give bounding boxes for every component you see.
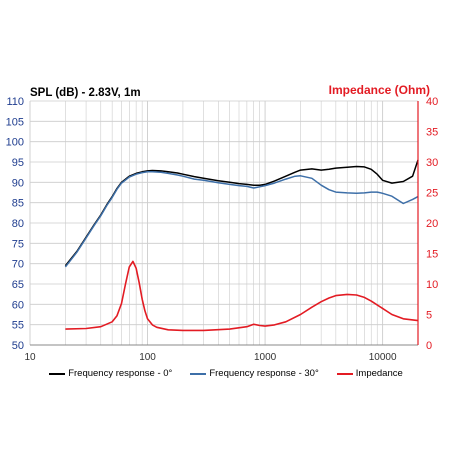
legend-swatch-30deg xyxy=(190,372,207,375)
y-tick-label: 105 xyxy=(6,116,24,128)
series-line-0 xyxy=(64,159,419,267)
legend-swatch-0deg xyxy=(49,372,66,375)
legend: Frequency response - 0° Frequency respon… xyxy=(0,368,452,379)
x-tick-label: 10 xyxy=(24,352,36,363)
y-tick-label: 85 xyxy=(12,198,24,210)
y2-tick-label: 20 xyxy=(426,218,438,230)
right-axis-title: Impedance (Ohm) xyxy=(328,83,430,97)
x-tick-label: 100 xyxy=(139,352,156,363)
legend-item-impedance: Impedance xyxy=(336,368,403,379)
series-line-1 xyxy=(64,171,419,268)
y-tick-label: 95 xyxy=(12,157,24,169)
y2-tick-label: 35 xyxy=(426,127,438,139)
y-tick-label: 100 xyxy=(6,137,24,149)
y-tick-label: 60 xyxy=(12,299,24,311)
y2-tick-label: 40 xyxy=(426,96,438,108)
legend-item-30deg: Frequency response - 30° xyxy=(190,368,319,379)
x-tick-label: 1000 xyxy=(254,352,277,363)
legend-item-0deg: Frequency response - 0° xyxy=(49,368,172,379)
legend-swatch-impedance xyxy=(336,372,353,375)
y-tick-label: 65 xyxy=(12,279,24,291)
y2-tick-label: 5 xyxy=(426,310,432,322)
y-tick-label: 90 xyxy=(12,177,24,189)
series-group xyxy=(64,159,419,332)
y-tick-label: 50 xyxy=(12,340,24,352)
y-tick-label: 70 xyxy=(12,259,24,271)
y-tick-label: 75 xyxy=(12,238,24,250)
y2-tick-label: 10 xyxy=(426,279,438,291)
y-tick-label: 55 xyxy=(12,320,24,332)
y-tick-label: 80 xyxy=(12,218,24,230)
legend-label-30deg: Frequency response - 30° xyxy=(209,368,319,379)
y-tick-label: 110 xyxy=(6,96,24,108)
axes: 50 55 60 65 70 75 80 85 90 95 100 105 110 0 5 10 15 20 25 3… xyxy=(6,96,439,363)
grid xyxy=(29,100,419,346)
y2-tick-label: 15 xyxy=(426,249,438,261)
left-axis-title: SPL (dB) - 2.83V, 1m xyxy=(30,87,141,99)
y2-tick-label: 30 xyxy=(426,157,438,169)
legend-label-0deg: Frequency response - 0° xyxy=(68,368,173,379)
series-line-2 xyxy=(65,260,419,332)
legend-label-impedance: Impedance xyxy=(355,368,403,379)
y2-tick-label: 0 xyxy=(426,340,432,352)
y2-tick-label: 25 xyxy=(426,188,438,200)
x-tick-label: 10000 xyxy=(369,352,397,363)
